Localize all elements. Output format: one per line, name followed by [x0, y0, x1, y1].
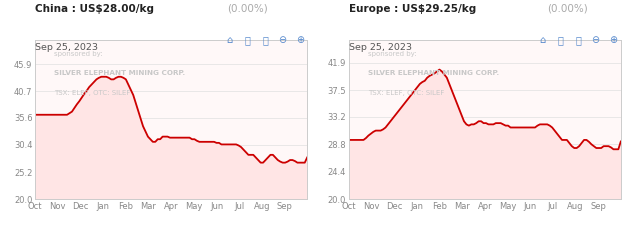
Text: ⌂: ⌂ — [226, 35, 232, 45]
Text: Sep 25, 2023: Sep 25, 2023 — [35, 43, 98, 52]
Text: ⊕: ⊕ — [609, 35, 618, 45]
Text: TSX: ELEF, OTC: SILEF: TSX: ELEF, OTC: SILEF — [368, 89, 444, 96]
Text: ⊕: ⊕ — [296, 35, 304, 45]
Text: ⌂: ⌂ — [540, 35, 546, 45]
Text: Sep 25, 2023: Sep 25, 2023 — [349, 43, 412, 52]
Text: ⌕: ⌕ — [262, 35, 268, 45]
Text: TSX: ELEF, OTC: SILEF: TSX: ELEF, OTC: SILEF — [54, 89, 131, 96]
Text: sponsored by:: sponsored by: — [54, 51, 103, 57]
Text: China : US$28.00/kg: China : US$28.00/kg — [35, 4, 154, 14]
Text: (0.00%): (0.00%) — [547, 4, 588, 14]
Text: ⌕: ⌕ — [576, 35, 582, 45]
Text: (0.00%): (0.00%) — [227, 4, 268, 14]
Text: Europe : US$29.25/kg: Europe : US$29.25/kg — [349, 4, 476, 14]
Text: ⊖: ⊖ — [278, 35, 286, 45]
Text: SILVER ELEPHANT MINING CORP.: SILVER ELEPHANT MINING CORP. — [368, 71, 499, 77]
Text: SILVER ELEPHANT MINING CORP.: SILVER ELEPHANT MINING CORP. — [54, 71, 186, 77]
Text: ✋: ✋ — [558, 35, 564, 45]
Text: sponsored by:: sponsored by: — [368, 51, 417, 57]
Text: ✋: ✋ — [244, 35, 250, 45]
Text: ⊖: ⊖ — [591, 35, 600, 45]
